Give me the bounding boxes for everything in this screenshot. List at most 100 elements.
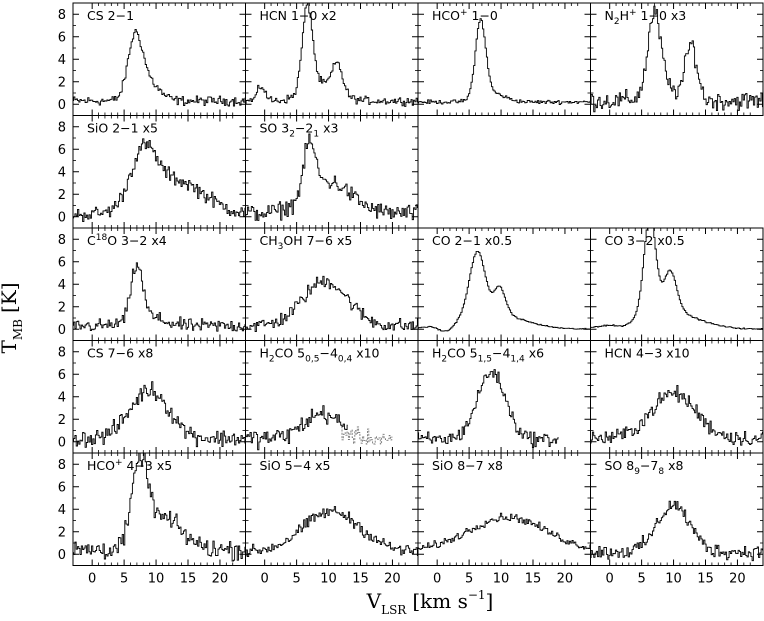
spectrum-line (418, 250, 591, 332)
y-tick-label: 6 (58, 368, 66, 383)
x-tick-labels: 0 5 10 15 20 0 5 10 15 20 0 5 10 15 20 0 5 10 15 20 (88, 572, 746, 587)
spectrum-lines (590, 500, 763, 562)
spectrum-line (73, 28, 246, 107)
panel-label-part: SiO 8−7 x8 (432, 458, 503, 473)
panel-label-part: x6 (525, 346, 544, 361)
panel-3-0: CS 7−6 x8 (72, 340, 246, 454)
y-tick-label: 8 (58, 233, 66, 248)
spectrum-lines (590, 228, 763, 330)
y-tick-label: 2 (58, 188, 66, 203)
y-tick-label: 2 (58, 525, 66, 540)
y-tick-label: 2 (58, 300, 66, 315)
panel-label-part: x10 (352, 346, 379, 361)
panel-label-part: 1−0 x3 (637, 8, 687, 23)
y-tick-label: 8 (58, 120, 66, 135)
panel-label: HCO+ 1−0 (432, 8, 498, 23)
x-tick-label: 5 (637, 572, 645, 587)
panel-0-3: N2H+ 1−0 x3 (590, 2, 764, 116)
panel-grid: CS 2−1 HCN 1−0 x2 HCO+ 1−0 N2H+ 1−0 x3 SiO 2… (72, 2, 764, 566)
spectrum-line (245, 133, 418, 221)
y-tick-label: 8 (58, 345, 66, 360)
panel-label-part: −2 (295, 121, 313, 136)
panel-label-part: SO 3 (260, 121, 290, 136)
spectrum-line (590, 5, 763, 113)
panel-label-part: SiO 2−1 x5 (87, 121, 158, 136)
panel-label-part: x8 (664, 458, 683, 473)
panel-4-2: SiO 8−7 x8 (417, 452, 591, 566)
panel-label: H2CO 51,5−41,4 x6 (432, 346, 544, 365)
y-tick-label: 0 (58, 98, 66, 113)
panel-label-part: −4 (492, 346, 510, 361)
panel-label-part: CS 7−6 x8 (87, 346, 153, 361)
x-tick-label: 20 (212, 572, 229, 587)
panel-label: CH3OH 7−6 x5 (260, 233, 353, 252)
panel-0-0: CS 2−1 (72, 2, 246, 116)
panel-label-part: x3 (319, 121, 338, 136)
x-tick-label: 15 (525, 572, 542, 587)
panel-label: CO 2−1 x0.5 (432, 233, 512, 248)
panel-label-part: CO 5 (275, 346, 306, 361)
panel-4-1: SiO 5−4 x5 (245, 452, 419, 566)
y-tick-label: 4 (58, 165, 66, 180)
panel-label: SO 32−21 x3 (260, 121, 339, 140)
panel-label-part: H (260, 346, 269, 361)
panel-label-part: 0,4 (338, 355, 353, 365)
spectrum-line (418, 512, 591, 550)
spectrum-lines (418, 250, 591, 332)
panel-label-part: 1−0 (468, 8, 498, 23)
spectrum-lines (73, 381, 246, 448)
panel-2-2: CO 2−1 x0.5 (417, 227, 591, 341)
panel-0-1: HCN 1−0 x2 (245, 2, 419, 116)
panel-4-0: HCO+ 4−3 x5 (72, 452, 246, 566)
panel-1-1: SO 32−21 x3 (245, 115, 419, 229)
panel-label-part: 2 (614, 17, 620, 27)
y-tick-label: 4 (58, 503, 66, 518)
panel-label-part: 4−3 x5 (123, 458, 173, 473)
y-tick-label: 2 (58, 413, 66, 428)
panel-label-part: 2 (269, 355, 275, 365)
spectrum-lines (73, 28, 246, 107)
panel-label-part: SO 8 (605, 458, 635, 473)
y-tick-label: 4 (58, 278, 66, 293)
x-tick-label: 10 (493, 572, 510, 587)
spectrum-line (590, 500, 763, 562)
spectrum-line (73, 381, 246, 448)
spectrum-line (245, 275, 418, 333)
spectrum-line (418, 369, 559, 449)
panel-2-1: CH3OH 7−6 x5 (245, 227, 419, 341)
panel-label: HCN 4−3 x10 (605, 346, 690, 361)
panel-label-part: 8 (658, 467, 664, 477)
panel-label-part: 9 (634, 467, 640, 477)
panel-label: HCN 1−0 x2 (260, 8, 337, 23)
spectrum-line (418, 18, 591, 105)
y-tick-label: 2 (58, 75, 66, 90)
panel-label-part: OH 7−6 x5 (283, 233, 352, 248)
y-axis-label: TMB [K] (0, 283, 25, 354)
x-tick-label: 10 (665, 572, 682, 587)
panel-label: HCO+ 4−3 x5 (87, 458, 172, 473)
y-axis-subscript: MB (11, 319, 25, 340)
panel-label-part: HCN 1−0 x2 (260, 8, 337, 23)
panel-label-part: CO 5 (447, 346, 478, 361)
panel-label: CS 7−6 x8 (87, 346, 153, 361)
spectrum-lines (590, 384, 763, 446)
spectrum-line (245, 3, 418, 107)
panel-3-3: HCN 4−3 x10 (590, 340, 764, 454)
x-tick-label: 15 (352, 572, 369, 587)
spectrum-line (73, 138, 246, 223)
panel-label-part: N (605, 8, 614, 23)
x-axis-unit: [km s (412, 589, 468, 613)
panel-label-part: CO 3−2 x0.5 (605, 233, 685, 248)
panel-label: H2CO 50,5−40,4 x10 (260, 346, 380, 365)
panel-label-part: HCN 4−3 x10 (605, 346, 690, 361)
panel-label-part: H (620, 8, 629, 23)
panel-label: CS 2−1 (87, 8, 134, 23)
panel-label-part: 1 (313, 130, 319, 140)
panel-label-part: SiO 5−4 x5 (260, 458, 331, 473)
panel-label-part: H (432, 346, 441, 361)
panel-1-0: SiO 2−1 x5 (72, 115, 246, 229)
spectrum-lines (590, 5, 763, 113)
x-tick-label: 0 (433, 572, 441, 587)
x-axis-unit-close: ] (486, 589, 494, 613)
spectrum-line (245, 405, 348, 451)
